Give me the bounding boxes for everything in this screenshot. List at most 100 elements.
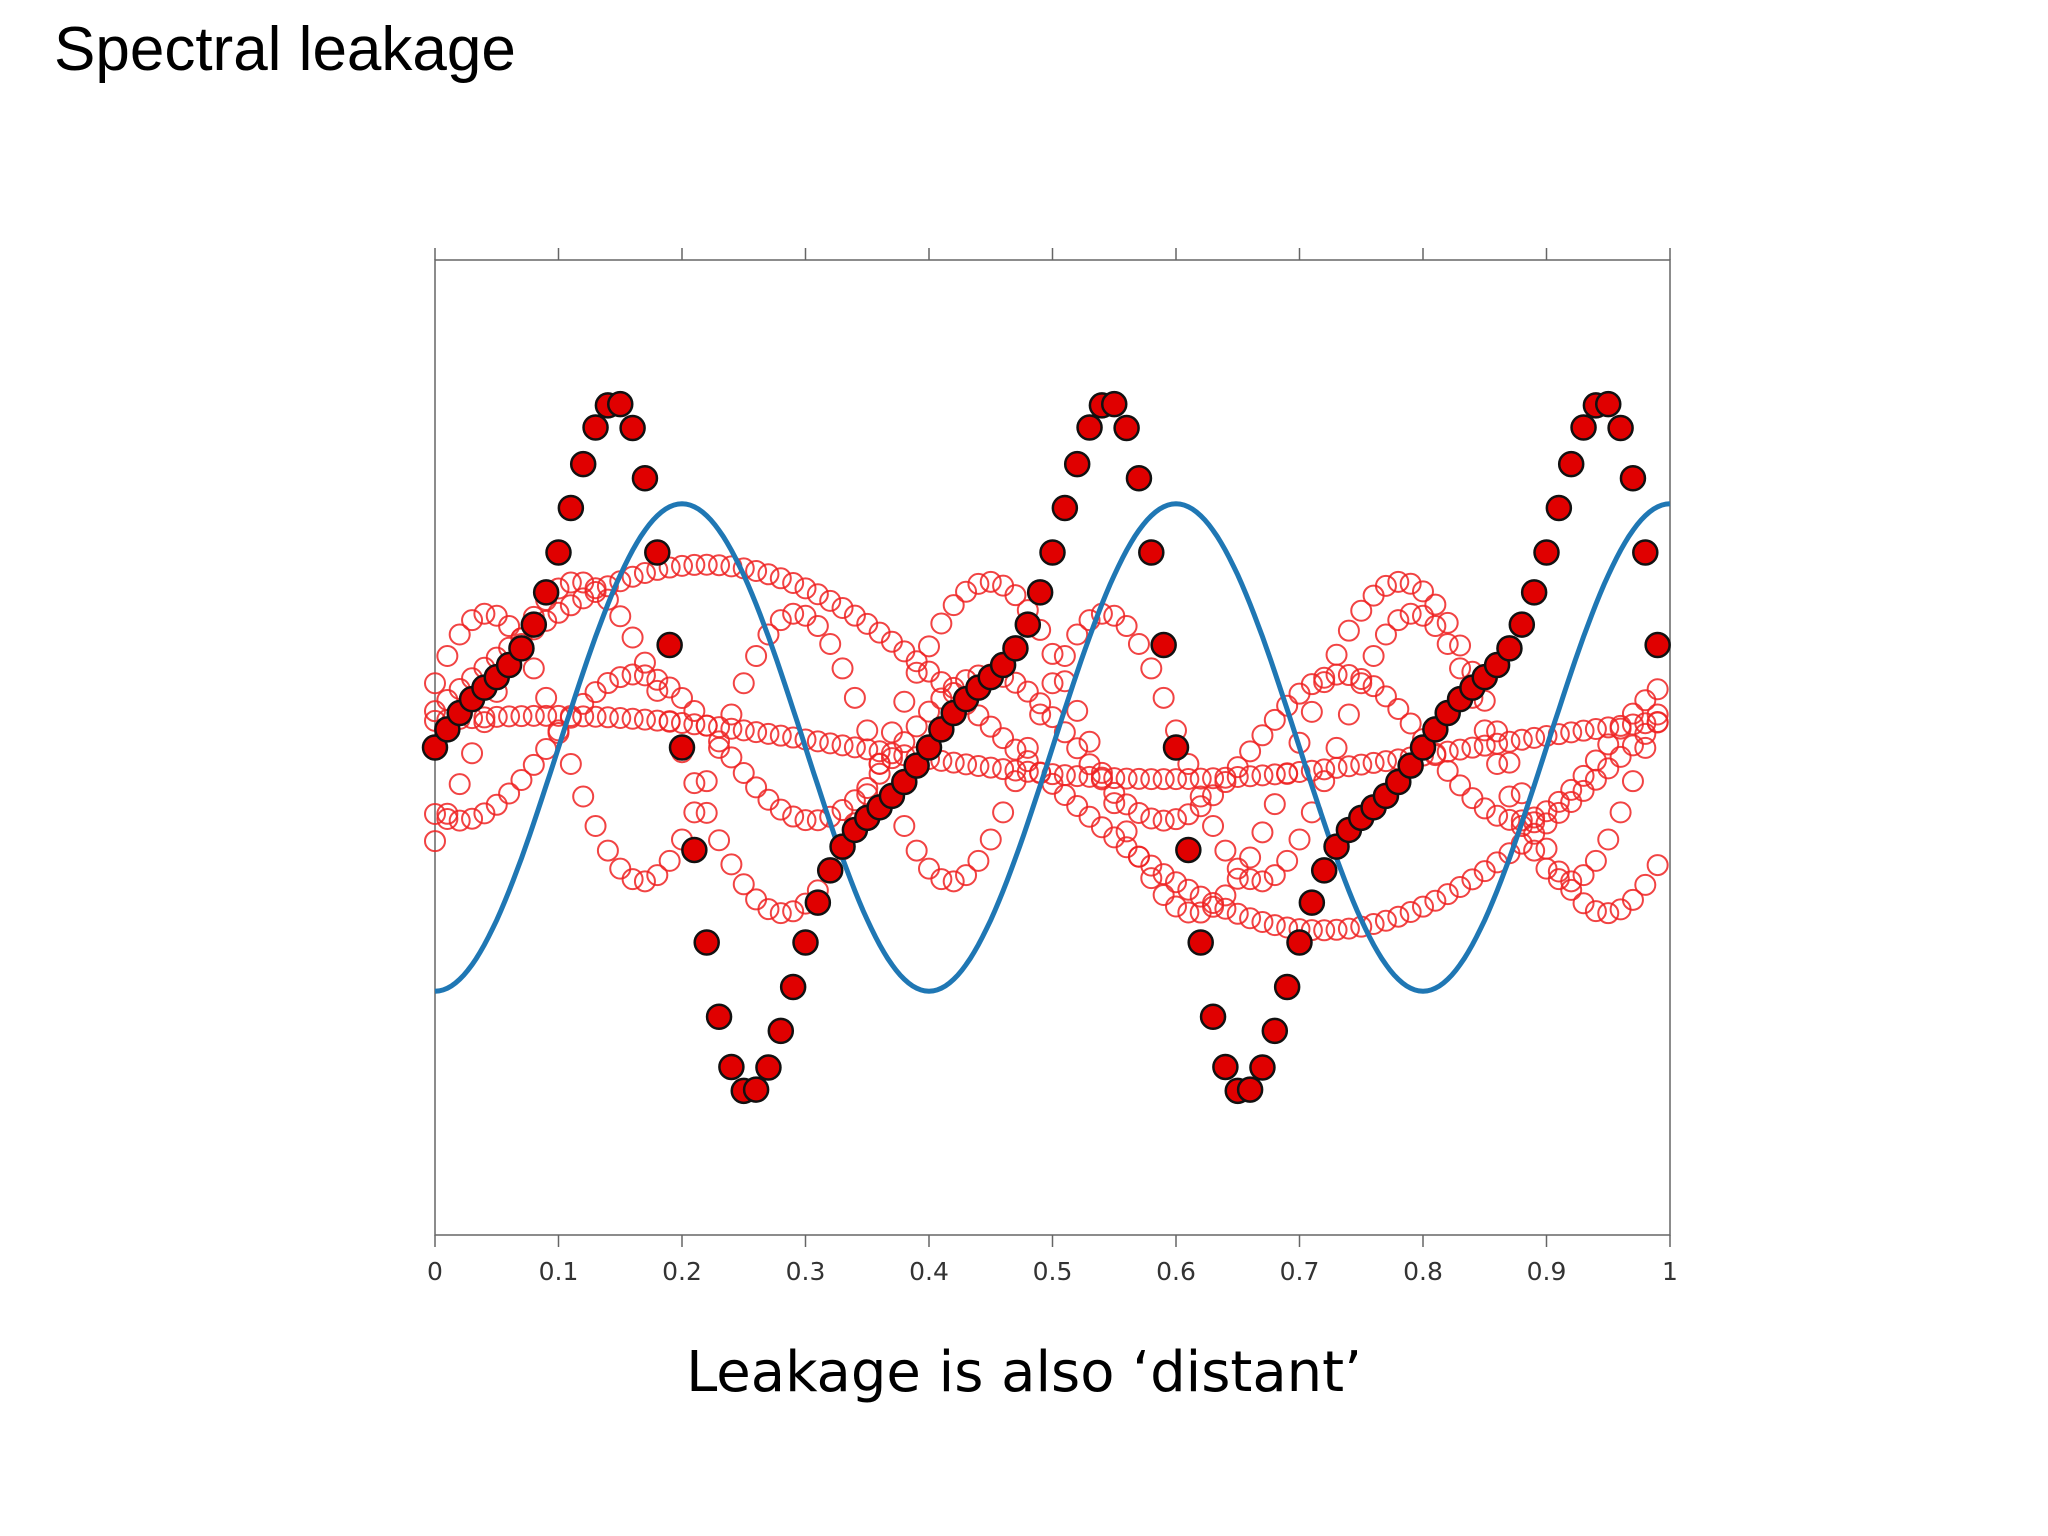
open-marker	[1621, 888, 1644, 911]
filled-marker	[1545, 494, 1573, 522]
open-marker	[1214, 897, 1237, 920]
filled-marker	[1619, 465, 1647, 492]
open-marker	[1399, 901, 1422, 924]
open-marker	[584, 577, 607, 600]
open-marker	[609, 605, 632, 628]
open-marker	[1066, 737, 1089, 760]
open-marker	[1152, 809, 1175, 832]
open-marker	[732, 719, 755, 742]
open-marker	[1226, 902, 1249, 925]
filled-marker	[1570, 414, 1597, 441]
open-marker	[424, 672, 446, 695]
open-marker	[1041, 672, 1064, 695]
open-marker	[1239, 740, 1262, 763]
open-marker	[979, 570, 1002, 593]
open-marker	[448, 773, 471, 796]
open-marker	[1053, 764, 1076, 787]
open-marker	[1251, 764, 1274, 787]
open-marker	[1090, 766, 1113, 789]
open-marker	[992, 801, 1015, 824]
open-marker	[720, 703, 743, 726]
open-marker	[1066, 623, 1089, 646]
open-marker	[1337, 664, 1360, 687]
open-marker	[1202, 767, 1225, 790]
open-marker	[955, 864, 978, 887]
open-marker	[1115, 767, 1138, 790]
open-marker	[1325, 663, 1348, 686]
open-marker	[1066, 794, 1089, 817]
filled-marker	[1273, 973, 1301, 1001]
open-marker	[1337, 703, 1360, 726]
filled-marker	[569, 450, 597, 478]
filled-marker	[1014, 611, 1042, 638]
open-marker	[1584, 718, 1607, 741]
open-marker	[1634, 712, 1657, 735]
open-marker	[1177, 803, 1200, 826]
open-marker	[1103, 792, 1126, 815]
filled-marker	[1138, 539, 1165, 566]
open-marker	[794, 577, 817, 600]
open-marker	[1436, 740, 1459, 763]
open-marker	[1239, 846, 1262, 869]
open-marker	[1177, 767, 1200, 790]
open-marker	[1263, 914, 1286, 937]
open-marker	[1424, 889, 1447, 912]
open-marker	[609, 706, 632, 729]
open-marker	[806, 583, 829, 606]
open-marker	[1350, 667, 1373, 690]
filled-marker	[705, 1003, 733, 1030]
filled-marker	[1644, 631, 1671, 659]
open-marker	[967, 849, 990, 872]
open-marker	[1202, 895, 1225, 918]
open-marker	[1449, 634, 1472, 657]
open-marker	[992, 727, 1015, 750]
open-marker	[769, 609, 792, 632]
open-marker	[473, 706, 496, 729]
open-marker	[633, 561, 656, 584]
open-marker	[905, 661, 928, 684]
open-marker	[992, 758, 1015, 781]
open-marker	[671, 554, 693, 577]
open-marker	[1127, 802, 1150, 825]
open-marker	[1029, 692, 1052, 715]
open-marker	[1152, 883, 1175, 906]
open-marker	[1276, 916, 1299, 939]
open-marker	[819, 632, 842, 655]
filled-marker	[557, 494, 585, 522]
filled-marker	[508, 635, 535, 662]
open-marker	[424, 830, 446, 853]
sine-curve	[434, 501, 1671, 994]
open-marker	[1251, 724, 1274, 747]
open-marker	[1473, 719, 1496, 742]
open-marker	[1177, 901, 1200, 924]
filled-marker	[1533, 539, 1560, 566]
open-marker	[633, 664, 656, 687]
open-marker	[1300, 700, 1323, 723]
open-marker	[1374, 574, 1397, 597]
filled-marker	[582, 414, 609, 441]
open-marker	[559, 571, 582, 594]
open-marker	[1140, 807, 1163, 830]
open-marker	[1251, 911, 1274, 934]
open-marker	[436, 808, 459, 831]
open-marker	[955, 753, 978, 776]
open-marker	[1189, 767, 1212, 790]
filled-marker	[1607, 414, 1634, 442]
open-marker	[510, 769, 533, 792]
open-marker	[1424, 615, 1447, 638]
open-marker	[1263, 864, 1286, 887]
open-marker	[720, 746, 743, 769]
open-marker	[819, 589, 842, 612]
open-marker	[621, 868, 644, 891]
filled-marker-series	[421, 390, 1671, 1105]
open-marker	[572, 705, 595, 728]
open-marker	[1177, 878, 1200, 901]
open-marker	[1103, 767, 1126, 790]
open-marker	[621, 626, 644, 649]
open-marker	[745, 721, 768, 744]
open-marker	[424, 802, 446, 825]
open-marker	[1584, 900, 1607, 923]
open-marker	[683, 801, 706, 824]
open-marker	[596, 672, 619, 695]
open-marker	[745, 776, 768, 799]
